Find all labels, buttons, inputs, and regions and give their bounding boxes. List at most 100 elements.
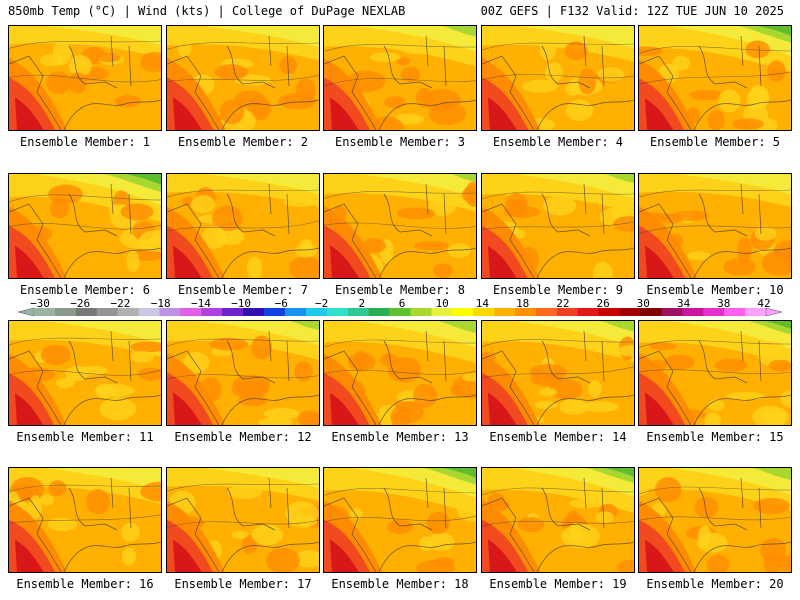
ensemble-panel-12 xyxy=(166,320,320,426)
ensemble-member-label: Ensemble Member: 3 xyxy=(334,135,466,149)
isotherm-contours xyxy=(639,189,791,234)
colorbar-swatch xyxy=(347,308,370,316)
temperature-field-map xyxy=(167,26,319,130)
colorbar-tick-label: −2 xyxy=(314,297,329,310)
geography-outlines xyxy=(482,35,634,130)
colorbar-swatch xyxy=(54,308,77,316)
ensemble-member-label: Ensemble Member: 13 xyxy=(331,430,469,444)
geography-outlines xyxy=(639,35,791,130)
isotherm-contours xyxy=(482,339,634,378)
ensemble-member-label: Ensemble Member: 19 xyxy=(489,577,627,591)
isotherm-contours xyxy=(324,488,476,523)
geography-outlines xyxy=(9,330,161,425)
geography-outlines xyxy=(482,477,634,572)
colorbar-swatch xyxy=(703,308,725,316)
colorbar-tick-label: 18 xyxy=(516,297,530,310)
ensemble-member-label: Ensemble Member: 14 xyxy=(489,430,627,444)
isotherm-contours xyxy=(167,42,319,82)
ensemble-panel-1 xyxy=(8,25,162,131)
ensemble-panel-10 xyxy=(638,173,792,279)
isotherm-contours xyxy=(324,44,476,87)
ensemble-panel-16 xyxy=(8,467,162,573)
colorbar-swatch xyxy=(598,308,620,316)
temperature-field-map xyxy=(639,468,791,572)
temperature-field-map xyxy=(9,26,161,130)
temperature-field-map xyxy=(324,468,476,572)
colorbar-swatch xyxy=(138,308,160,316)
ensemble-panel-15 xyxy=(638,320,792,426)
colorbar-swatch xyxy=(745,308,767,316)
colorbar-swatch xyxy=(473,308,495,316)
geography-outlines xyxy=(9,35,161,130)
ensemble-member-label: Ensemble Member: 6 xyxy=(19,283,151,297)
ensemble-member-label: Ensemble Member: 1 xyxy=(19,135,151,149)
temperature-field-map xyxy=(9,321,161,425)
colorbar-swatch xyxy=(431,308,453,316)
isotherm-contours xyxy=(9,337,161,376)
ensemble-panel-8 xyxy=(323,173,477,279)
map-title: 850mb Temp (°C) | Wind (kts) | College o… xyxy=(8,4,406,18)
colorbar-tick-label: −14 xyxy=(190,297,211,310)
colorbar-tick-label: 14 xyxy=(475,297,490,310)
colorbar-tick-label: −18 xyxy=(150,297,171,310)
colorbar-swatch xyxy=(305,308,328,316)
isotherm-contours xyxy=(9,40,161,83)
ensemble-member-label: Ensemble Member: 12 xyxy=(174,430,312,444)
colorbar-swatch xyxy=(577,308,600,316)
colorbar-tick-label: −6 xyxy=(274,297,288,310)
temperature-field-map xyxy=(9,174,161,278)
ensemble-panel-20 xyxy=(638,467,792,573)
ensemble-panel-2 xyxy=(166,25,320,131)
isotherm-contours xyxy=(639,486,791,521)
colorbar-tick-label: 10 xyxy=(435,297,449,310)
colorbar-tick-label: 30 xyxy=(636,297,650,310)
colorbar-swatch xyxy=(180,308,202,316)
colorbar-swatch xyxy=(619,308,641,316)
colorbar-tick-label: 34 xyxy=(676,297,691,310)
temperature-field-map xyxy=(482,321,634,425)
geography-outlines xyxy=(482,330,634,425)
ensemble-member-label: Ensemble Member: 9 xyxy=(492,283,624,297)
colorbar-tick-label: 6 xyxy=(398,297,406,310)
colorbar-swatch xyxy=(243,308,265,316)
isotherm-contours xyxy=(482,487,634,527)
colorbar-swatch xyxy=(515,308,537,316)
colorbar-tick-label: 2 xyxy=(358,297,366,310)
ensemble-panel-17 xyxy=(166,467,320,573)
ensemble-member-label: Ensemble Member: 17 xyxy=(174,577,312,591)
colorbar-tick-label: 42 xyxy=(757,297,771,310)
colorbar-swatch xyxy=(640,308,662,316)
ensemble-panel-5 xyxy=(638,25,792,131)
colorbar-swatch xyxy=(410,308,432,316)
temperature-field-map xyxy=(167,468,319,572)
geography-outlines xyxy=(482,183,634,278)
colorbar-swatch xyxy=(389,308,411,316)
isotherm-contours xyxy=(639,340,791,375)
geography-outlines xyxy=(167,35,319,130)
temperature-field-map xyxy=(324,26,476,130)
colorbar-swatch xyxy=(222,308,244,316)
geography-outlines xyxy=(9,183,161,278)
geography-outlines xyxy=(167,477,319,572)
colorbar-swatch xyxy=(117,308,139,316)
temperature-field-map xyxy=(639,174,791,278)
ensemble-member-label: Ensemble Member: 16 xyxy=(16,577,154,591)
isotherm-contours xyxy=(482,42,634,81)
colorbar-swatch xyxy=(284,308,307,316)
isotherm-contours xyxy=(9,484,161,524)
model-run-info: 00Z GEFS | F132 Valid: 12Z TUE JUN 10 20… xyxy=(480,4,784,18)
colorbar-tick-label: −10 xyxy=(231,297,252,310)
colorbar-swatch xyxy=(556,308,579,316)
colorbar-swatch xyxy=(535,308,558,316)
temperature-field-map xyxy=(639,321,791,425)
isotherm-contours xyxy=(324,339,476,375)
ensemble-panel-13 xyxy=(323,320,477,426)
colorbar-swatch xyxy=(159,308,181,316)
temperature-field-map xyxy=(324,174,476,278)
colorbar-swatch xyxy=(34,308,56,316)
isotherm-contours xyxy=(9,194,161,230)
colorbar-tick-label: −26 xyxy=(70,297,91,310)
geography-outlines xyxy=(639,330,791,425)
colorbar-tick-label: −22 xyxy=(110,297,131,310)
